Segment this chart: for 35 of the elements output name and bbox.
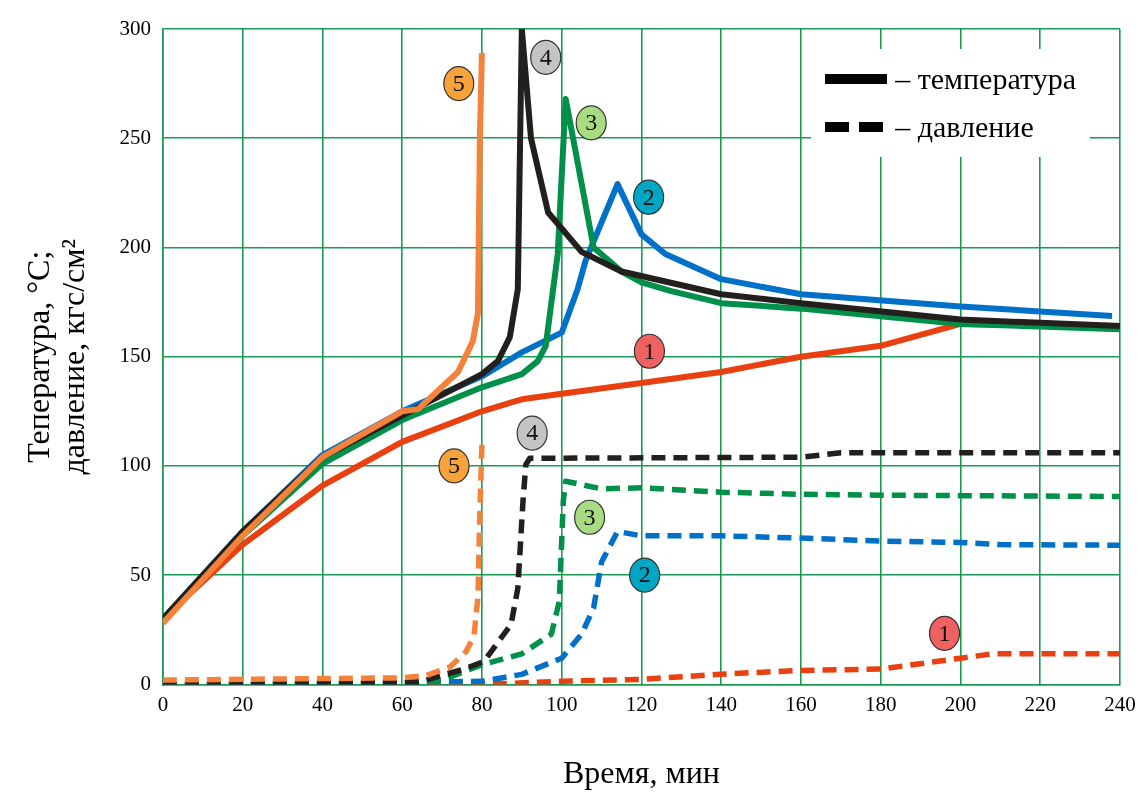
x-tick-label: 100 [545, 691, 578, 716]
annotation: 1 [938, 619, 951, 646]
y-tick-label: 250 [119, 124, 151, 149]
x-tick-label: 200 [944, 691, 977, 716]
annotation: 5 [448, 452, 461, 479]
y-tick-label: 300 [119, 15, 151, 40]
y-tick-label: 100 [119, 452, 151, 477]
x-tick-label: 220 [1024, 691, 1056, 716]
x-tick-label: 20 [232, 691, 254, 716]
annotation: 5 [452, 69, 465, 96]
y-tick-label: 0 [140, 670, 151, 695]
x-tick-label: 180 [864, 691, 897, 716]
annotation: 4 [539, 43, 552, 70]
y-tick-label: 150 [119, 343, 151, 368]
annotation: 2 [638, 561, 651, 588]
annotation: 4 [526, 419, 539, 446]
annotation: – температура [895, 61, 1076, 97]
x-tick-label: 140 [705, 691, 737, 716]
y-axis-title: Тепература, °C; давление, кгс/см² [20, 238, 92, 475]
key-panel: – температура – давление [811, 49, 1090, 157]
x-tick-label: 40 [311, 691, 333, 716]
x-tick-label: 240 [1104, 691, 1136, 716]
x-axis-title: Время, мин [562, 754, 720, 791]
annotation: – давление [895, 109, 1034, 145]
y-tick-label: 50 [129, 561, 151, 586]
annotation: 3 [583, 503, 596, 530]
x-tick-label: 160 [785, 691, 817, 716]
x-tick-label: 120 [625, 691, 658, 716]
annotation: 1 [643, 337, 656, 364]
annotation: 2 [642, 183, 655, 210]
x-tick-label: 80 [471, 691, 493, 716]
x-tick-label: 60 [391, 691, 413, 716]
y-tick-label: 200 [119, 233, 151, 258]
x-tick-label: 0 [157, 691, 169, 716]
annotation: 3 [585, 109, 598, 136]
